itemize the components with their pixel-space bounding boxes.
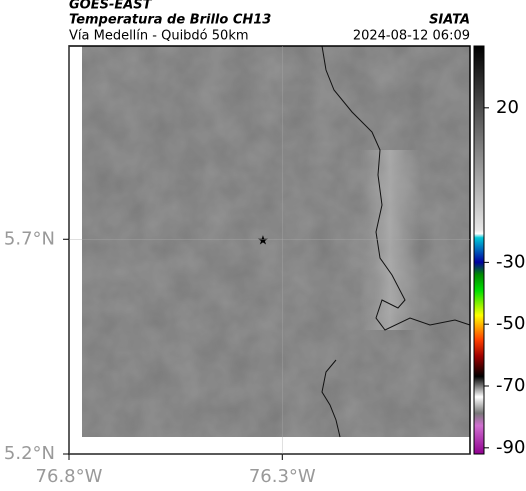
- y-tick-label: 5.2°N: [4, 443, 55, 464]
- source: SIATA: [429, 13, 470, 28]
- subtitle: Temperatura de Brillo CH13: [69, 13, 271, 28]
- colorbar: [473, 45, 485, 455]
- colorbar-tick-label: -90: [496, 437, 525, 458]
- border: [321, 45, 471, 331]
- satellite-image: ★: [82, 45, 471, 438]
- x-tick-label: 76.8°W: [36, 466, 103, 487]
- title: GOES-EAST: [69, 0, 153, 13]
- y-tick-label: 5.7°N: [4, 228, 55, 249]
- colorbar-tick-label: -70: [496, 375, 525, 396]
- colorbar-tick-label: -30: [496, 251, 525, 272]
- location-marker: ★: [257, 234, 269, 249]
- timestamp: 2024-08-12 06:09: [353, 29, 470, 44]
- border: [321, 359, 341, 438]
- colorbar-tick-label: 20: [496, 97, 519, 118]
- colorbar-tick-label: -50: [496, 313, 525, 334]
- x-tick-label: 76.3°W: [249, 466, 316, 487]
- region: Vía Medellín - Quibdó 50km: [69, 29, 249, 44]
